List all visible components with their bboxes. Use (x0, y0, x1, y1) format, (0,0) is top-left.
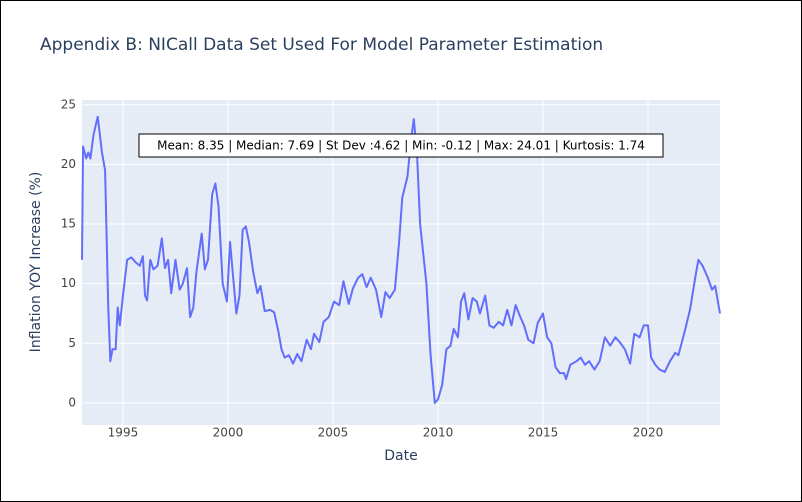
x-tick-label: 2005 (318, 426, 349, 440)
x-tick-label: 2010 (423, 426, 454, 440)
y-axis-label: Inflation YOY Increase (%) (28, 172, 44, 353)
annotation: Mean: 8.35 | Median: 7.69 | St Dev :4.62… (157, 139, 645, 153)
x-tick-label: 2020 (633, 426, 664, 440)
data-line (81, 115, 721, 404)
y-tick-label: 5 (68, 336, 76, 350)
annotation-box (138, 133, 664, 158)
y-tick-label: 10 (61, 276, 76, 290)
x-tick-label: 2000 (213, 426, 244, 440)
x-tick-label: 1995 (108, 426, 139, 440)
y-tick-label: 15 (61, 217, 76, 231)
plot (81, 115, 721, 404)
chart-title: Appendix B: NICall Data Set Used For Mod… (40, 35, 603, 55)
y-tick-label: 25 (61, 97, 76, 111)
y-tick-label: 20 (61, 157, 76, 171)
y-tick-label: 0 (68, 395, 76, 409)
x-axis-label: Date (384, 448, 417, 464)
x-tick-label: 2015 (528, 426, 559, 440)
